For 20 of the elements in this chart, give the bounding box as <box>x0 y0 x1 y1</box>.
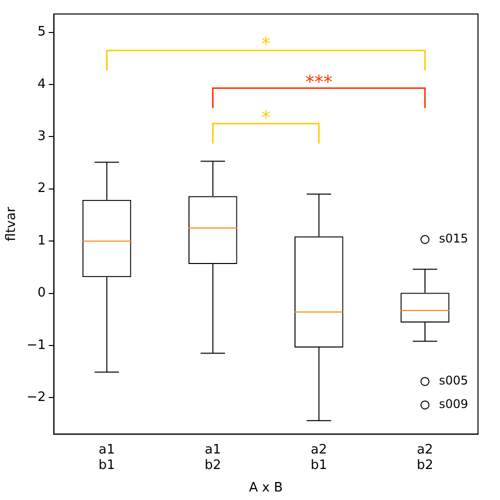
annotation: * <box>261 107 270 128</box>
y-tick-label: 1 <box>37 233 46 248</box>
y-tick-label: −1 <box>26 338 46 353</box>
annotation: s009 <box>438 397 468 412</box>
annotation: s015 <box>438 232 468 246</box>
x-tick-label: a1 b1 <box>98 442 116 473</box>
annotation: * <box>261 34 270 56</box>
y-axis-title: fltvar <box>4 206 20 242</box>
y-tick-label: 4 <box>37 76 46 92</box>
x-axis-title: A x B <box>248 480 283 496</box>
y-tick-label: −2 <box>26 390 46 406</box>
annotation: *** <box>305 72 332 93</box>
annotation: s005 <box>438 374 468 388</box>
x-tick-label: a2 b1 <box>310 442 328 473</box>
y-tick-label: 0 <box>37 286 46 301</box>
x-tick-label: a1 b2 <box>204 442 222 473</box>
y-tick-label: 2 <box>37 181 46 196</box>
y-tick-label: 5 <box>37 24 46 40</box>
x-tick-label: a2 b2 <box>416 442 434 473</box>
y-tick-label: 3 <box>37 129 46 144</box>
